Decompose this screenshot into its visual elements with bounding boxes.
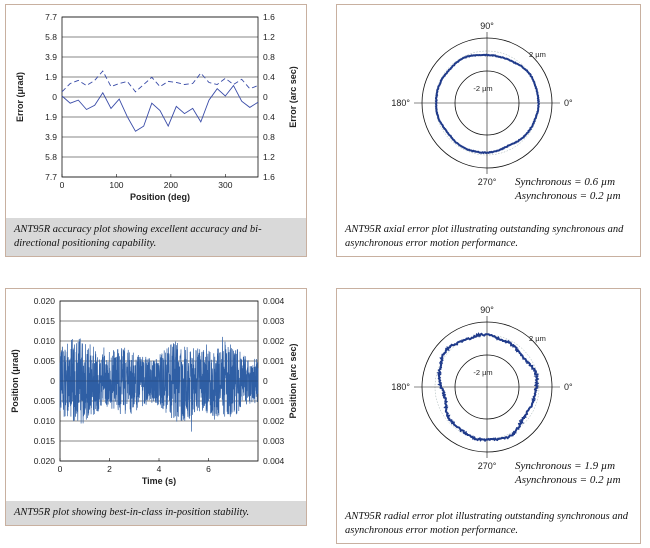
accuracy-plot-panel: 7.7 5.8 3.9 1.9 0 1.9 3.9 5.8 7.7 1.6 1.2 0.8 0.4 0 0.…: [5, 4, 307, 257]
y-tick-label-left: 0: [52, 92, 57, 102]
x-tick-label: 300: [218, 180, 232, 190]
plot-frame: [61, 16, 259, 178]
y-tick-label-right: 0.001: [263, 356, 285, 366]
angle-label-180: 180°: [391, 382, 410, 392]
y-tick-label-left: 0.015: [34, 316, 56, 326]
y-tick-label-right: 0.004: [263, 456, 285, 466]
y-tick-label-left: 5.8: [45, 152, 57, 162]
radial-caption: ANT95R radial error plot illustrating ou…: [337, 505, 640, 543]
polar-error-trace: [434, 53, 541, 155]
y-axis-label-left: Position (μrad): [10, 349, 20, 413]
y-tick-label-right: 0.003: [263, 316, 285, 326]
y-tick-label-left: 3.9: [45, 132, 57, 142]
y-tick-label-left: 0: [50, 376, 55, 386]
y-tick-label-right: 0.4: [263, 72, 275, 82]
polar-error-trace: [436, 332, 540, 443]
y-tick-label-right: 1.6: [263, 12, 275, 22]
y-tick-label-left: 0.020: [34, 456, 56, 466]
stability-plot-panel: 0.020 0.015 0.010 0.005 0 0.005 0.010 0.015 0.02…: [5, 288, 307, 526]
asynchronous-value: Asynchronous = 0.2 µm: [514, 190, 621, 202]
y-axis-label-right: Position (arc sec): [288, 343, 298, 418]
y-tick-label-right: 0.8: [263, 52, 275, 62]
y-tick-label-left: 7.7: [45, 172, 57, 182]
y-tick-label-right: 0: [263, 92, 268, 102]
y-tick-label-left: 0.015: [34, 436, 56, 446]
y-tick-label-right: 1.6: [263, 172, 275, 182]
y-tick-label-left: 0.010: [34, 336, 56, 346]
y-tick-label-right: 0.002: [263, 336, 285, 346]
y-tick-label-left: 7.7: [45, 12, 57, 22]
y-tick-label-left: 3.9: [45, 52, 57, 62]
y-axis-label-right: Error (arc sec): [288, 66, 298, 128]
y-tick-label-left: 1.9: [45, 72, 57, 82]
y-tick-label-right: 1.2: [263, 152, 275, 162]
y-tick-label-right: 0.004: [263, 296, 285, 306]
radial-error-panel: 90° 180° 270° 0° 2 µm -2 µm Synchronous = 1.9 …: [336, 288, 641, 544]
y-tick-label-left: 0.005: [34, 356, 56, 366]
stability-chart: 0.020 0.015 0.010 0.005 0 0.005 0.010 0.015 0.02…: [10, 296, 298, 486]
x-tick-label: 0: [60, 180, 65, 190]
y-tick-label-left: 1.9: [45, 112, 57, 122]
radial-polar-chart: 90° 180° 270° 0° 2 µm -2 µm Synchronous = 1.9 …: [391, 305, 621, 486]
y-tick-label-right: 0.8: [263, 132, 275, 142]
axial-caption: ANT95R axial error plot illustrating out…: [337, 218, 640, 256]
x-tick-label: 0: [58, 464, 63, 474]
synchronous-value: Synchronous = 1.9 µm: [515, 460, 615, 472]
y-tick-label-right: 0.4: [263, 112, 275, 122]
accuracy-caption: ANT95R accuracy plot showing excellent a…: [6, 218, 306, 256]
asynchronous-value: Asynchronous = 0.2 µm: [514, 474, 621, 486]
x-tick-label: 100: [109, 180, 123, 190]
axial-polar-chart: 90° 180° 270° 0° 2 µm -2 µm Synchronous = 0.6 …: [391, 21, 621, 202]
y-tick-label-left: 0.010: [34, 416, 56, 426]
ring-label-inner: -2 µm: [473, 84, 492, 93]
x-tick-label: 4: [157, 464, 162, 474]
y-tick-label-left: 0.005: [34, 396, 56, 406]
ring-label-outer: 2 µm: [529, 50, 546, 59]
series-line-dashed: [61, 70, 259, 93]
ring-label-outer: 2 µm: [529, 334, 546, 343]
angle-label-270: 270°: [478, 461, 497, 471]
angle-label-180: 180°: [391, 98, 410, 108]
y-tick-label-left: 0.020: [34, 296, 56, 306]
angle-label-0: 0°: [564, 382, 573, 392]
angle-label-0: 0°: [564, 98, 573, 108]
y-tick-label-right: 1.2: [263, 32, 275, 42]
axial-error-panel: 90° 180° 270° 0° 2 µm -2 µm Synchronous = 0.6 …: [336, 4, 641, 257]
accuracy-chart: 7.7 5.8 3.9 1.9 0 1.9 3.9 5.8 7.7 1.6 1.2 0.8 0.4 0 0.…: [15, 12, 298, 202]
y-tick-label-left: 5.8: [45, 32, 57, 42]
x-tick-label: 2: [107, 464, 112, 474]
x-tick-label: 6: [206, 464, 211, 474]
ring-label-inner: -2 µm: [473, 368, 492, 377]
y-tick-label-right: 0: [263, 376, 268, 386]
angle-label-270: 270°: [478, 177, 497, 187]
noise-trace: [59, 336, 259, 432]
y-tick-label-right: 0.001: [263, 396, 285, 406]
angle-label-90: 90°: [480, 21, 494, 31]
y-tick-label-right: 0.002: [263, 416, 285, 426]
stability-caption: ANT95R plot showing best-in-class in-pos…: [6, 501, 306, 525]
y-axis-label-left: Error (μrad): [15, 72, 25, 122]
series-line-solid: [61, 84, 259, 132]
angle-label-90: 90°: [480, 305, 494, 315]
x-axis-label: Position (deg): [130, 192, 190, 202]
x-tick-label: 200: [164, 180, 178, 190]
x-axis-label: Time (s): [142, 476, 176, 486]
synchronous-value: Synchronous = 0.6 µm: [515, 176, 615, 188]
y-tick-label-right: 0.003: [263, 436, 285, 446]
